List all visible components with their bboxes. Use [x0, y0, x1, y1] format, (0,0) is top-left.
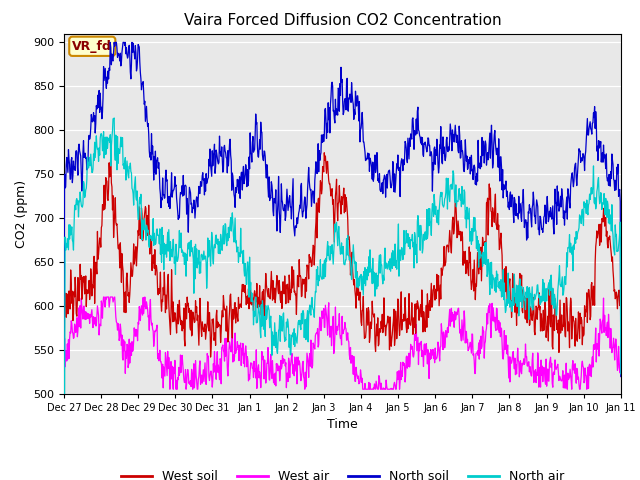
Text: VR_fd: VR_fd — [72, 40, 112, 53]
Y-axis label: CO2 (ppm): CO2 (ppm) — [15, 180, 28, 248]
Title: Vaira Forced Diffusion CO2 Concentration: Vaira Forced Diffusion CO2 Concentration — [184, 13, 501, 28]
Legend: West soil, West air, North soil, North air: West soil, West air, North soil, North a… — [116, 465, 569, 480]
X-axis label: Time: Time — [327, 418, 358, 431]
